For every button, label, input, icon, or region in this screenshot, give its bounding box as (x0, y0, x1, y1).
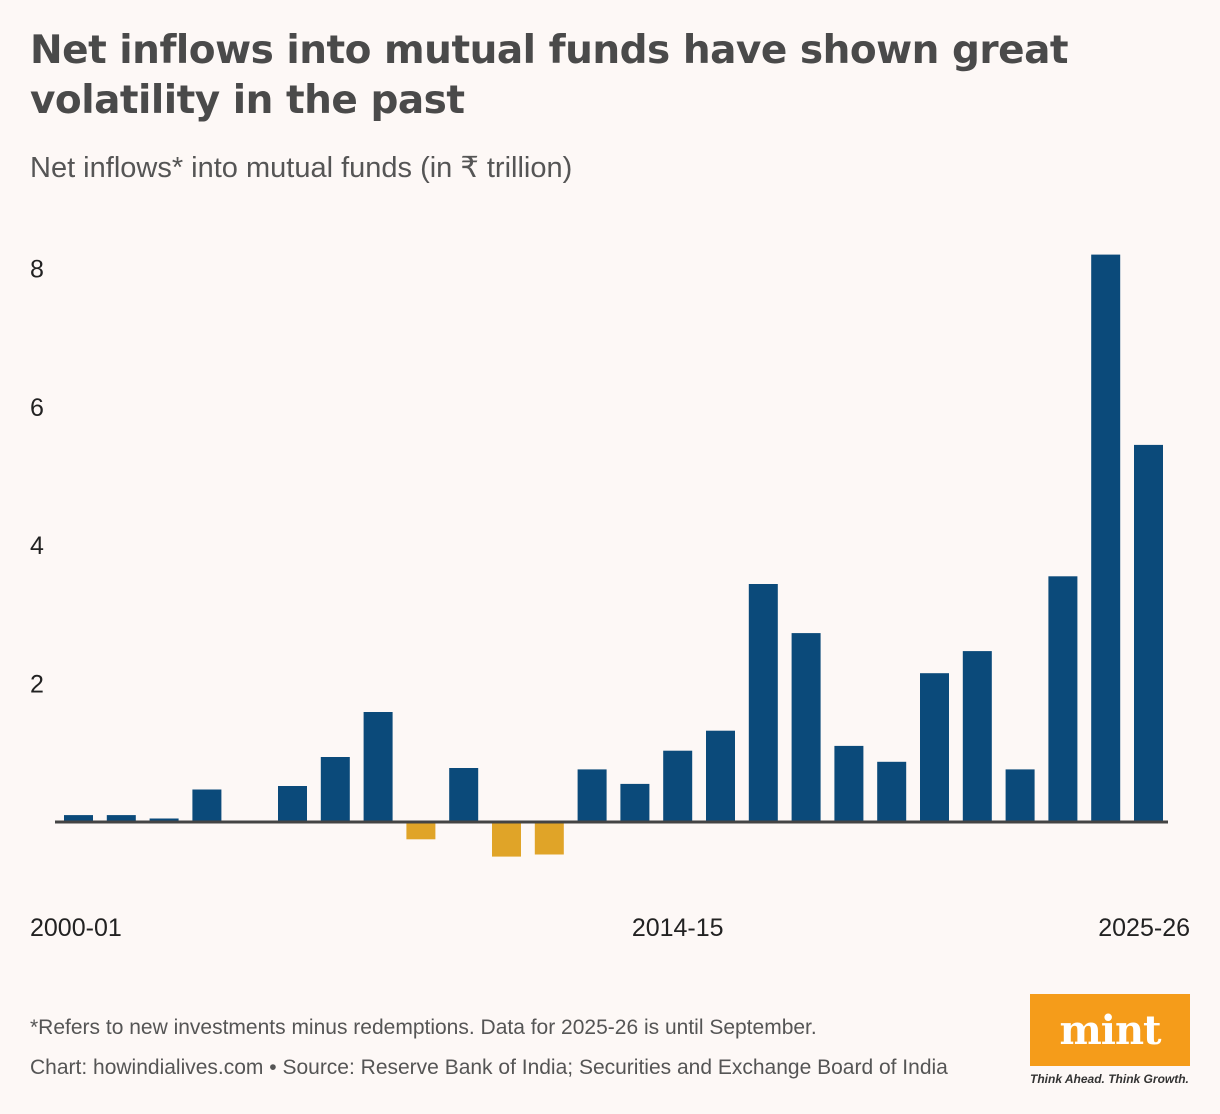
bar-2000-01 (64, 815, 93, 822)
source-note: Chart: howindialives.com • Source: Reser… (30, 1056, 948, 1079)
bar-2005-06 (278, 786, 307, 822)
bar-2017-18 (791, 633, 821, 822)
footnote: *Refers to new investments minus redempt… (30, 1016, 817, 1039)
bar-2009-10 (449, 768, 479, 822)
logo-word: mint (1059, 1006, 1161, 1054)
bar-2019-20 (877, 761, 907, 822)
bar-2025-26 (1134, 444, 1163, 822)
bar-2002-03 (149, 818, 179, 822)
y-tick-label: 8 (30, 255, 44, 283)
bar-2007-08 (363, 712, 393, 822)
y-tick-label: 6 (30, 394, 44, 422)
bar-2010-11 (492, 822, 521, 857)
chart-title: Net inflows into mutual funds have shown… (30, 28, 1069, 123)
mint-logo: mint (1030, 994, 1190, 1066)
bar-2021-22 (962, 651, 992, 822)
logo-tagline: Think Ahead. Think Growth. (1030, 1072, 1189, 1086)
bar-2015-16 (706, 730, 735, 822)
bar-2023-24 (1048, 576, 1078, 822)
chart-subtitle: Net inflows* into mutual funds (in ₹ tri… (30, 152, 573, 184)
x-tick-label: 2014-15 (632, 914, 724, 942)
bar-2008-09 (406, 822, 436, 840)
bar-2001-02 (106, 815, 136, 822)
bar-2022-23 (1005, 769, 1035, 822)
bar-2006-07 (320, 757, 350, 822)
bar-2011-12 (534, 822, 564, 855)
bar-2014-15 (663, 750, 693, 822)
bar-chart: 2 4 6 8 2000-01 2014-15 2025-26 (30, 254, 1190, 942)
bar-2016-17 (748, 584, 778, 822)
bar-2020-21 (920, 673, 949, 822)
y-tick-label: 4 (30, 532, 44, 560)
y-tick-label: 2 (30, 671, 44, 699)
x-tick-label: 2025-26 (1098, 914, 1190, 942)
bar-2013-14 (620, 783, 650, 822)
bar-2024-25 (1091, 254, 1121, 823)
bar-2012-13 (577, 769, 607, 822)
x-tick-label: 2000-01 (30, 914, 122, 942)
bar-2018-19 (834, 745, 864, 822)
bar-2003-04 (192, 789, 222, 822)
